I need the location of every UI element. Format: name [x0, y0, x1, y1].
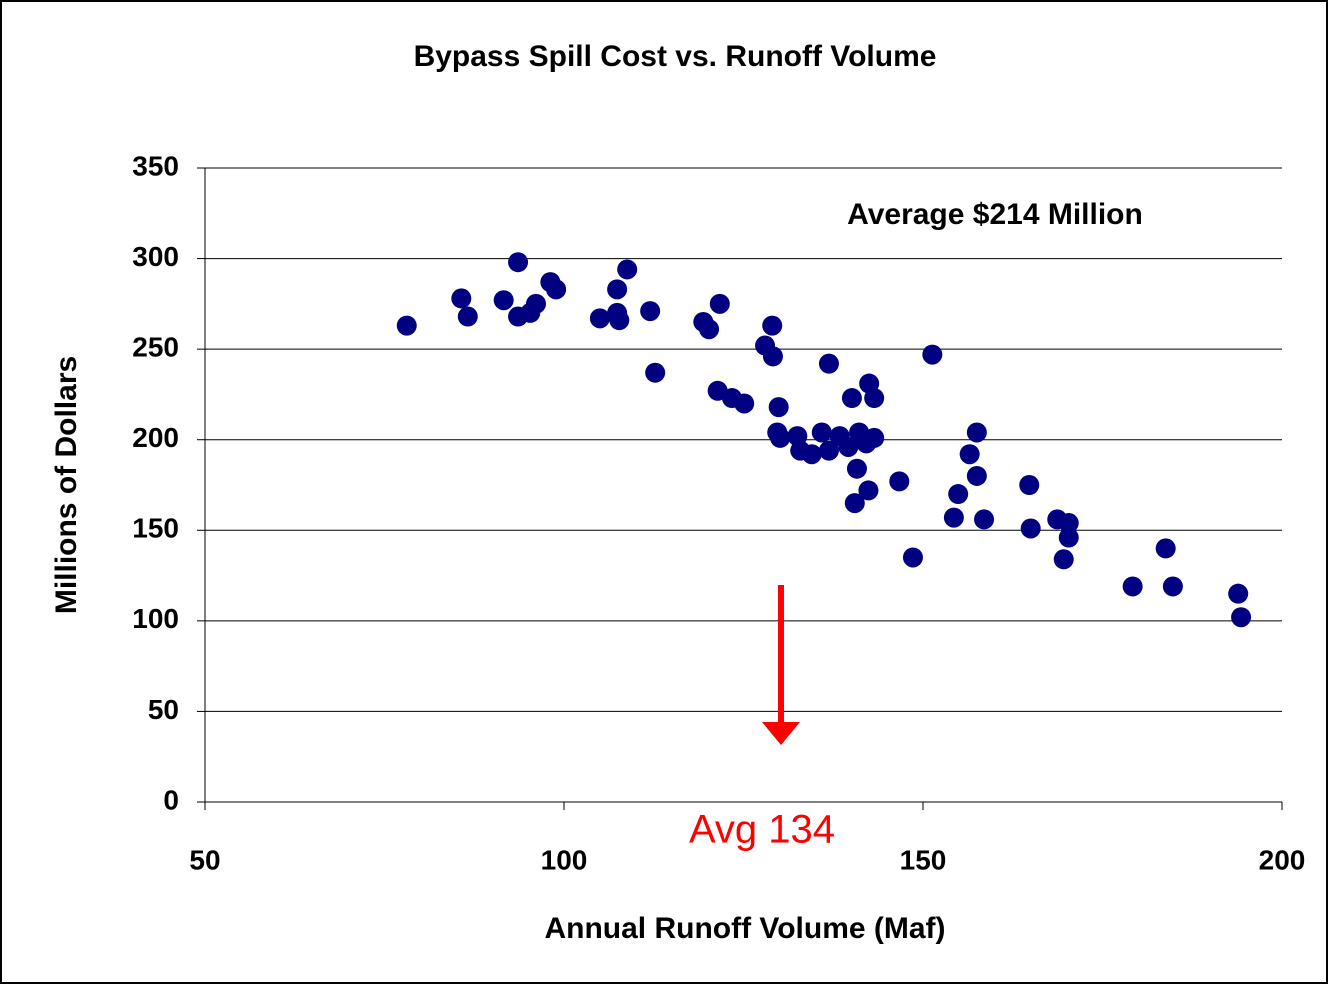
data-point	[943, 507, 964, 528]
data-point	[525, 293, 546, 314]
data-point	[922, 344, 943, 365]
data-point	[966, 465, 987, 486]
x-axis-label: Annual Runoff Volume (Maf)	[544, 912, 945, 945]
y-tick-label: 200	[132, 422, 179, 453]
data-point	[508, 252, 529, 273]
data-point	[846, 458, 867, 479]
data-point	[1019, 475, 1040, 495]
data-point	[1228, 583, 1249, 604]
y-tick-label: 50	[148, 694, 179, 725]
data-point	[457, 306, 478, 327]
y-tick-label: 350	[132, 150, 179, 181]
y-tick-label: 0	[163, 784, 179, 815]
data-point	[1155, 538, 1176, 559]
data-point	[1058, 513, 1079, 534]
data-point	[645, 362, 666, 383]
data-point	[1053, 549, 1074, 570]
y-tick-label: 150	[132, 513, 179, 544]
data-point	[889, 471, 910, 492]
x-tick-label: 100	[541, 844, 588, 875]
chart-title: Bypass Spill Cost vs. Runoff Volume	[414, 40, 937, 73]
x-tick-label: 150	[900, 844, 947, 875]
data-point	[902, 547, 923, 568]
y-tick-label: 100	[132, 603, 179, 634]
data-point	[617, 259, 638, 280]
y-tick-label: 250	[132, 332, 179, 363]
data-point	[770, 427, 791, 448]
data-point	[801, 444, 822, 465]
data-point	[607, 279, 628, 300]
data-point	[734, 393, 755, 414]
data-point	[1020, 518, 1041, 539]
data-point	[948, 484, 969, 505]
data-point	[396, 315, 417, 336]
data-point	[966, 422, 987, 443]
data-point	[959, 444, 980, 465]
data-point	[589, 308, 610, 329]
data-point	[1162, 576, 1183, 597]
average-annotation: Average $214 Million	[847, 198, 1143, 231]
data-point	[841, 388, 862, 409]
data-point	[609, 310, 630, 331]
data-point	[768, 397, 789, 418]
y-tick-label: 300	[132, 241, 179, 272]
data-point	[640, 301, 661, 322]
data-point	[974, 509, 995, 530]
data-point	[762, 315, 783, 336]
data-point	[546, 279, 567, 300]
y-axis-label: Millions of Dollars	[50, 356, 83, 614]
data-point	[762, 346, 783, 367]
data-point	[1231, 607, 1252, 628]
plot-area: 0 50 100 150 200 250 300 350 50 100 150 200	[132, 150, 1305, 875]
data-point	[1122, 576, 1143, 597]
data-point	[811, 422, 832, 443]
data-point	[451, 288, 472, 309]
data-point	[699, 319, 720, 340]
avg-annotation: Avg 134	[689, 808, 835, 852]
x-tick-label: 50	[189, 844, 220, 875]
data-point	[709, 293, 730, 314]
data-point	[864, 427, 885, 448]
data-point	[818, 440, 839, 461]
data-point	[1058, 527, 1079, 548]
avg-arrow-head	[762, 722, 800, 745]
data-point	[864, 388, 885, 409]
data-point	[858, 480, 879, 501]
data-point	[844, 493, 865, 514]
x-tick-label: 200	[1259, 844, 1306, 875]
data-point	[493, 290, 514, 311]
data-point	[838, 436, 859, 457]
data-point	[818, 353, 839, 374]
